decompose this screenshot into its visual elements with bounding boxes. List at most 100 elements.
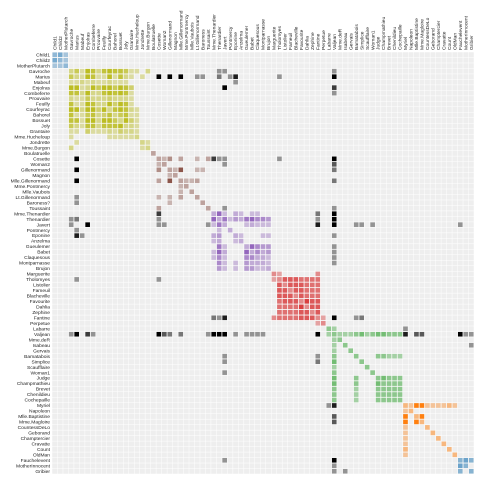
matrix-cell [277, 271, 282, 277]
column-label: Mabeuf [80, 33, 86, 50]
matrix-cell [233, 211, 238, 217]
column-label: Baroness [200, 29, 206, 50]
column-label: Anzelma [239, 31, 245, 50]
matrix-cell [112, 68, 118, 74]
matrix-cell [403, 441, 408, 447]
column-label: Babet [250, 37, 256, 50]
matrix-cell [85, 68, 90, 74]
matrix-cell [331, 359, 337, 364]
matrix-cell [266, 233, 271, 238]
row-label: Gervais [33, 348, 50, 354]
matrix-cell [85, 85, 90, 90]
matrix-cell [375, 381, 381, 386]
matrix-cell [90, 79, 96, 85]
matrix-cell [211, 211, 217, 217]
matrix-cell [74, 68, 79, 74]
matrix-cell [359, 315, 364, 321]
matrix-cell [299, 315, 304, 321]
matrix-cell [277, 309, 282, 315]
matrix-cell [96, 79, 101, 85]
matrix-cell [200, 74, 206, 79]
matrix-cell [123, 118, 129, 123]
matrix-cell [364, 331, 370, 337]
matrix-cell [118, 107, 123, 112]
matrix-cell [238, 238, 244, 244]
row-label: Perpetue [30, 321, 50, 327]
matrix-cell [299, 309, 304, 315]
matrix-cell [260, 222, 266, 227]
matrix-cell [79, 85, 85, 90]
column-label: Jondrette [140, 29, 146, 50]
row-label: Prouvaire [29, 96, 50, 102]
column-label: Champmathieu [381, 17, 387, 50]
column-label: Marius [74, 35, 80, 50]
matrix-cell [216, 233, 222, 238]
matrix-cell [381, 392, 386, 397]
matrix-cell [408, 403, 414, 408]
row-label: Joly [41, 124, 50, 130]
matrix-cell [331, 68, 337, 74]
matrix-cell [255, 249, 260, 255]
matrix-cell [216, 331, 222, 337]
matrix-cell [299, 299, 304, 304]
matrix-cell [200, 200, 206, 206]
matrix-cell [227, 74, 233, 79]
matrix-cell [260, 216, 266, 222]
matrix-cell [205, 222, 211, 227]
matrix-cell [353, 331, 359, 337]
matrix-cell [222, 222, 227, 227]
matrix-cell [288, 299, 293, 304]
row-label: Champtercier [21, 436, 51, 442]
row-label: Isabeau [33, 343, 51, 349]
matrix-cell [430, 430, 436, 436]
matrix-cell [118, 118, 123, 123]
column-label: Thenardier [217, 26, 223, 50]
matrix-cell [244, 222, 249, 227]
matrix-cell [375, 397, 381, 403]
matrix-cell [57, 52, 63, 58]
row-label: Javert [37, 222, 51, 228]
row-label: Magnon [32, 173, 50, 179]
column-label: Champtercier [436, 20, 442, 50]
matrix-cell [118, 68, 123, 74]
matrix-cell [392, 392, 397, 397]
matrix-cell [211, 156, 217, 162]
matrix-cell [178, 194, 184, 200]
matrix-cell [107, 129, 112, 134]
matrix-cell [151, 151, 156, 156]
matrix-cell [282, 293, 288, 299]
matrix-cell [331, 468, 337, 474]
column-label: Mme.Hucheloup [135, 14, 141, 50]
matrix-cell [266, 249, 271, 255]
column-label: Combeferre [91, 24, 97, 50]
matrix-cell [216, 227, 222, 233]
matrix-cell [123, 74, 129, 79]
matrix-cell [112, 74, 118, 79]
row-label: Baroness? [27, 200, 51, 206]
column-label: Gavroche [69, 29, 75, 50]
matrix-cell [233, 74, 238, 79]
matrix-cell [249, 266, 255, 271]
matrix-cell [222, 216, 227, 222]
matrix-cell [112, 96, 118, 101]
matrix-cell [68, 118, 74, 123]
matrix-cell [68, 107, 74, 112]
matrix-cell [194, 156, 200, 162]
matrix-cell [266, 266, 271, 271]
matrix-cell [129, 129, 134, 134]
matrix-cell [238, 233, 244, 238]
matrix-cell [85, 101, 90, 107]
matrix-cell [227, 216, 233, 222]
matrix-cell [238, 216, 244, 222]
matrix-cell [436, 403, 441, 408]
matrix-cell [403, 419, 408, 425]
matrix-cell [419, 331, 425, 337]
matrix-cell [315, 304, 321, 310]
matrix-cell [79, 123, 85, 129]
matrix-cell [386, 381, 392, 386]
matrix-cell [101, 107, 107, 112]
matrix-cell [260, 249, 266, 255]
matrix-cell [392, 353, 397, 359]
matrix-cell [79, 112, 85, 118]
matrix-cell [304, 277, 310, 282]
